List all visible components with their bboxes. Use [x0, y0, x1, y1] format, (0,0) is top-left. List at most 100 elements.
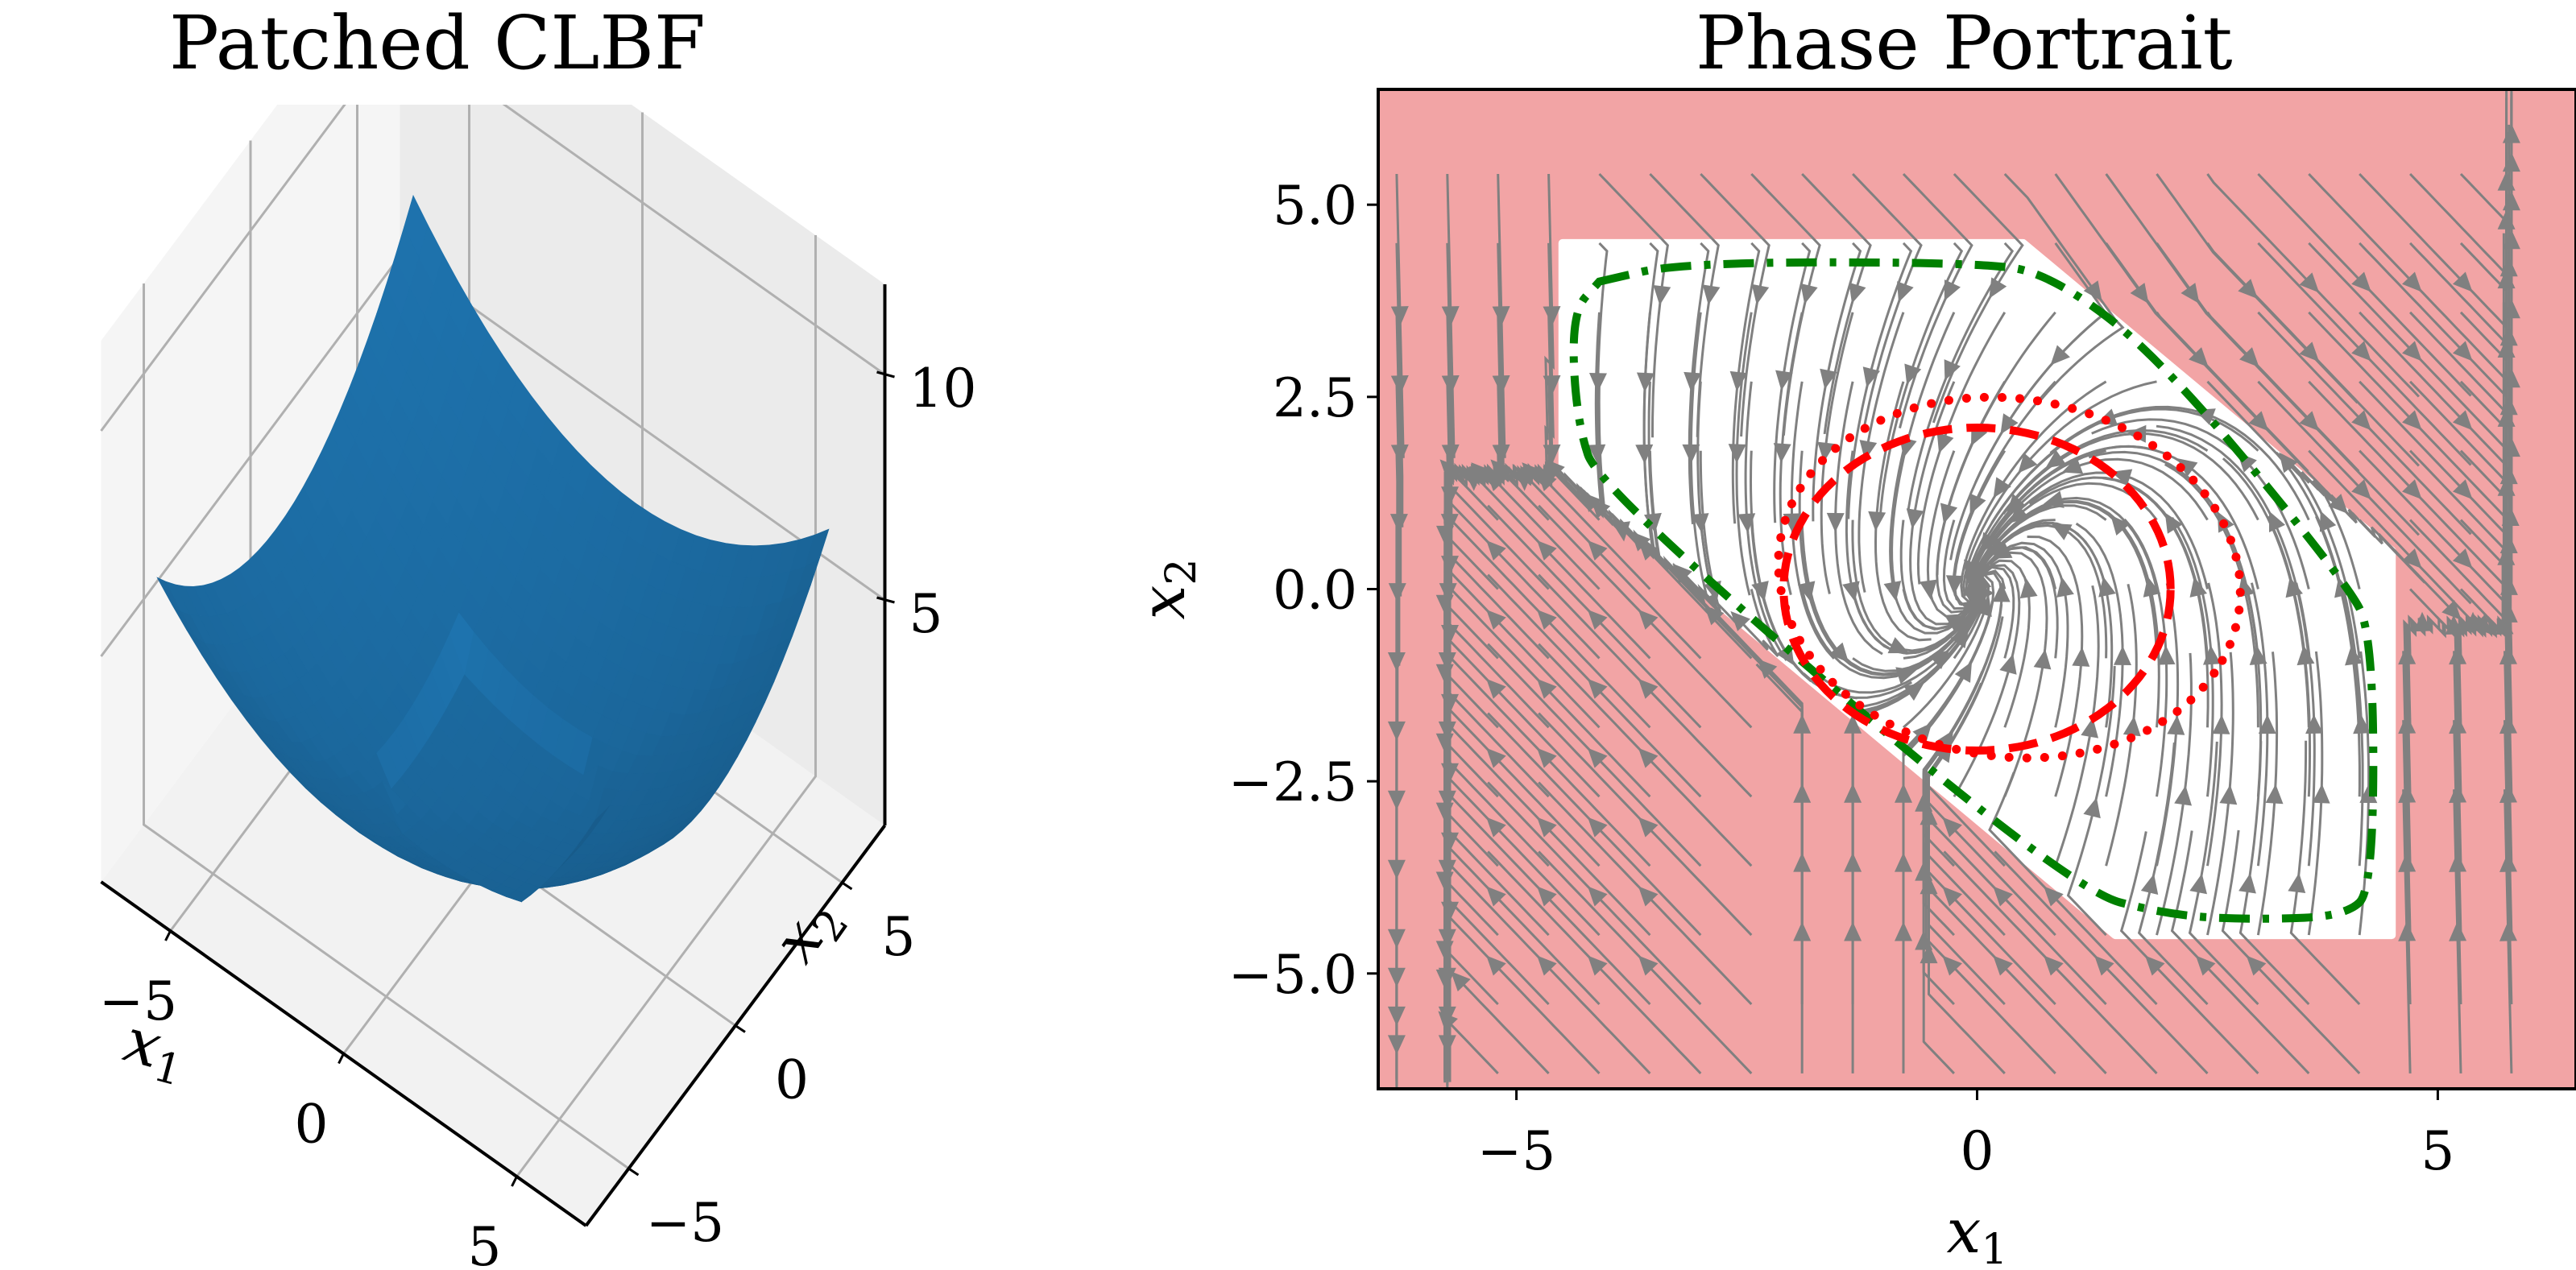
- stream-arrow: [2195, 955, 2216, 976]
- stream-arrow: [1820, 368, 1837, 390]
- stream-arrow: [2176, 457, 2198, 478]
- stream-arrow: [1486, 955, 1506, 976]
- stream-arrow: [2189, 873, 2207, 895]
- stream-arrow: [1441, 486, 1459, 507]
- stream-arrow: [2140, 874, 2159, 896]
- stream-arrow: [1704, 605, 1725, 626]
- stream-arrow: [2072, 647, 2090, 667]
- stream-arrow: [2398, 852, 2417, 872]
- stream-arrow: [1486, 886, 1506, 907]
- stream-arrow: [1944, 359, 1961, 381]
- stream-arrow: [2452, 341, 2473, 362]
- stream-arrow: [1587, 678, 1608, 699]
- y-axis-label: x2: [1128, 559, 1206, 620]
- stream-arrow: [1729, 370, 1748, 391]
- stream-arrow: [2499, 783, 2517, 803]
- x1-tick-label: 0: [295, 1094, 329, 1156]
- grid-line-x1: [516, 235, 817, 1177]
- phase-title: Phase Portrait: [1696, 0, 2233, 86]
- stream-arrow: [2449, 852, 2467, 872]
- stream-arrow: [1942, 817, 1962, 838]
- x1-tick-label: −5: [99, 970, 177, 1032]
- stream-arrow: [1684, 371, 1702, 392]
- stream-arrow: [1988, 536, 2009, 557]
- stream-arrow: [2398, 783, 2417, 803]
- z-tick: [876, 596, 895, 604]
- x1-axis-label-subscript: 1: [148, 1042, 186, 1096]
- stream-arrow: [1537, 955, 1557, 976]
- stream-arrow: [2402, 410, 2422, 431]
- stream-arrow: [2499, 921, 2517, 941]
- x1-tick: [511, 1176, 518, 1187]
- stream-arrow: [1730, 610, 1750, 631]
- stream-arrow: [1800, 283, 1818, 304]
- stream-arrow: [1638, 609, 1659, 630]
- stream-arrow: [1441, 375, 1460, 395]
- stream-arrow: [2452, 271, 2473, 292]
- stream-arrow: [2499, 714, 2517, 734]
- stream-arrow: [2130, 283, 2149, 304]
- stream-arrow: [1682, 444, 1700, 464]
- stream-arrow: [1390, 306, 1409, 326]
- y-axis-label-subscript: 2: [1158, 559, 1206, 585]
- stream-arrow: [2449, 714, 2467, 734]
- grid-line-z: [100, 105, 886, 432]
- x2-tick-label: 5: [882, 906, 916, 968]
- stream-arrow: [2279, 452, 2298, 474]
- stream-arrow: [1636, 372, 1655, 392]
- surface: [156, 194, 830, 903]
- stream-arrow: [2351, 341, 2371, 362]
- stream-arrow: [2265, 784, 2284, 805]
- stream-arrow: [1920, 805, 1938, 825]
- stream-arrow: [1773, 443, 1791, 463]
- stream-arrow: [1486, 817, 1506, 838]
- x2-tick-label: −5: [646, 1192, 724, 1254]
- stream-arrow: [1993, 886, 2013, 907]
- stream-arrow: [2268, 511, 2286, 532]
- stream-arrow: [1691, 513, 1709, 533]
- stream-arrow: [1587, 747, 1608, 768]
- stream-arrow: [2248, 411, 2269, 432]
- stream-arrow: [1969, 493, 1986, 515]
- stream-arrow: [1388, 583, 1406, 603]
- stream-arrow: [1587, 540, 1608, 561]
- stream-arrow: [2006, 494, 2027, 515]
- stream-arrow: [1390, 375, 1409, 395]
- stream-arrow: [2452, 410, 2473, 431]
- stream-arrow: [2219, 784, 2238, 805]
- stream-arrow: [1897, 281, 1914, 303]
- stream-arrow: [2110, 515, 2131, 536]
- stream-arrow: [1942, 886, 1962, 907]
- stream-arrow: [2402, 341, 2422, 362]
- stream-arrow: [1906, 508, 1924, 529]
- stream-arrow: [2043, 490, 2065, 508]
- stream-arrow: [2296, 645, 2315, 666]
- stream-arrow: [1993, 955, 2013, 976]
- stream-arrow: [1588, 444, 1606, 465]
- stream-arrow: [2319, 511, 2337, 532]
- stream-arrow: [2246, 955, 2267, 976]
- stream-arrow: [1638, 747, 1659, 768]
- stream-arrow: [2083, 797, 2101, 819]
- y-tick-label: −5.0: [1228, 944, 1357, 1006]
- stream-arrow: [1817, 441, 1836, 462]
- dotted-ellipse: [1774, 392, 2245, 763]
- stream-arrow: [1757, 658, 1778, 679]
- stream-arrow: [2081, 718, 2099, 738]
- stream-arrow: [1862, 366, 1881, 388]
- stream-arrow: [2312, 784, 2330, 804]
- stream-arrow: [1492, 306, 1510, 326]
- stream-arrow: [1587, 955, 1608, 976]
- stream-arrow: [2033, 649, 2052, 670]
- stream-arrow: [2157, 645, 2176, 665]
- stream-arrow: [1653, 284, 1671, 306]
- stream-arrow: [1537, 747, 1557, 768]
- stream-arrow: [1638, 886, 1659, 907]
- stream-arrow: [1920, 875, 1938, 895]
- stream-arrow: [1438, 1011, 1458, 1032]
- grid-line-x2: [143, 283, 630, 1170]
- stream-arrow: [1883, 581, 1902, 602]
- x2-tick: [627, 1167, 640, 1177]
- stream-arrow: [1903, 682, 1925, 701]
- stream-arrow: [2000, 413, 2019, 435]
